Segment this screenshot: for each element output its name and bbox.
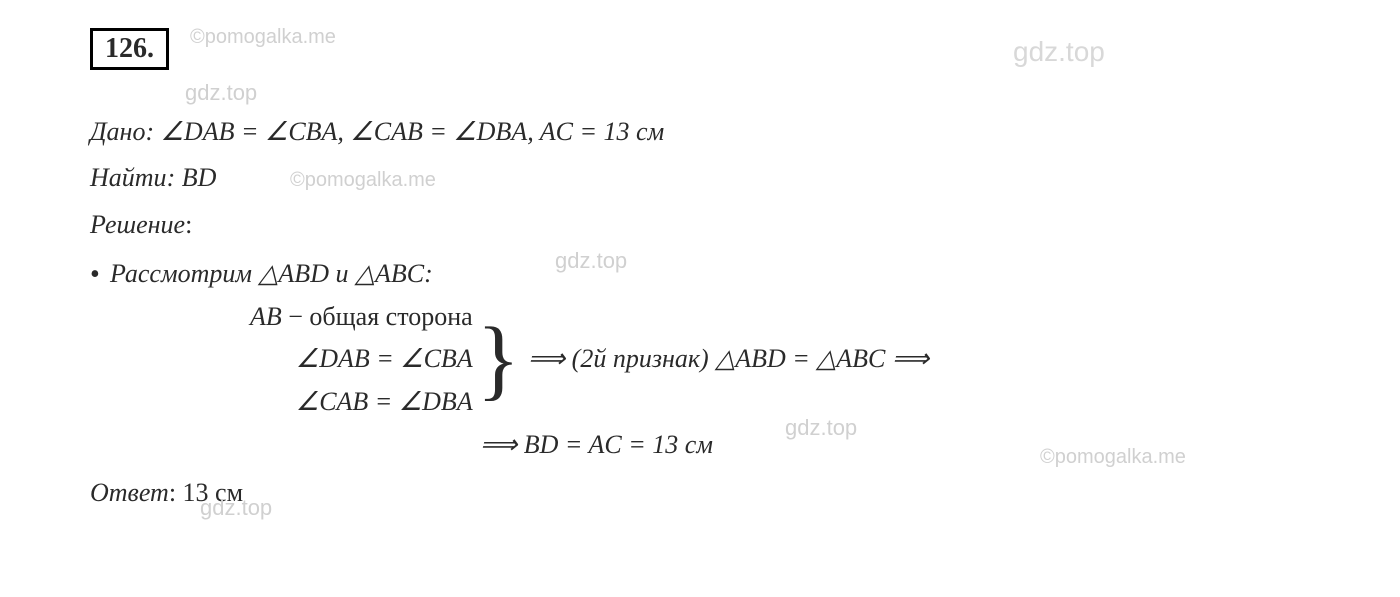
given-line: Дано: ∠DAB = ∠CBA, ∠CAB = ∠DBA, AC = 13 …: [90, 112, 1310, 152]
brace-row-1-math: AB: [250, 302, 282, 331]
proof-block: AB − общая сторона ∠DAB = ∠CBA ∠CAB = ∠D…: [250, 299, 1310, 420]
solution-label: Решение: [90, 210, 185, 239]
answer-line: Ответ: 13 см: [90, 478, 1310, 508]
answer-label: Ответ: [90, 478, 169, 507]
find-text: : BD: [167, 163, 217, 192]
given-text: : ∠DAB = ∠CBA, ∠CAB = ∠DBA, AC = 13 см: [145, 117, 664, 146]
consider-text: Рассмотрим △ABD и △ABC:: [110, 259, 433, 288]
solution-line: Решение:: [90, 205, 1310, 245]
implies-2: ⟹ BD = AC = 13 см: [480, 430, 1310, 460]
problem-number: 126.: [90, 28, 169, 70]
implies-1: ⟹ (2й признак) △ABD = △ABC ⟹: [528, 344, 929, 374]
find-line: Найти: BD: [90, 158, 1310, 198]
consider-line: Рассмотрим △ABD и △ABC:: [90, 259, 1310, 289]
right-brace-icon: }: [477, 319, 520, 400]
find-label: Найти: [90, 163, 167, 192]
brace-row-1: AB − общая сторона: [250, 299, 473, 335]
watermark-gdztop: gdz.top: [185, 80, 257, 106]
brace-row-2: ∠DAB = ∠CBA: [296, 341, 473, 377]
brace-content: AB − общая сторона ∠DAB = ∠CBA ∠CAB = ∠D…: [250, 299, 473, 420]
solution-colon: :: [185, 210, 192, 239]
given-label: Дано: [90, 117, 145, 146]
watermark-pomogalka: ©pomogalka.me: [190, 26, 336, 49]
brace-row-3: ∠CAB = ∠DBA: [296, 384, 473, 420]
watermark-gdztop-big: gdz.top: [1013, 36, 1105, 68]
brace-row-1-text: − общая сторона: [282, 302, 473, 331]
answer-text: : 13 см: [169, 478, 243, 507]
